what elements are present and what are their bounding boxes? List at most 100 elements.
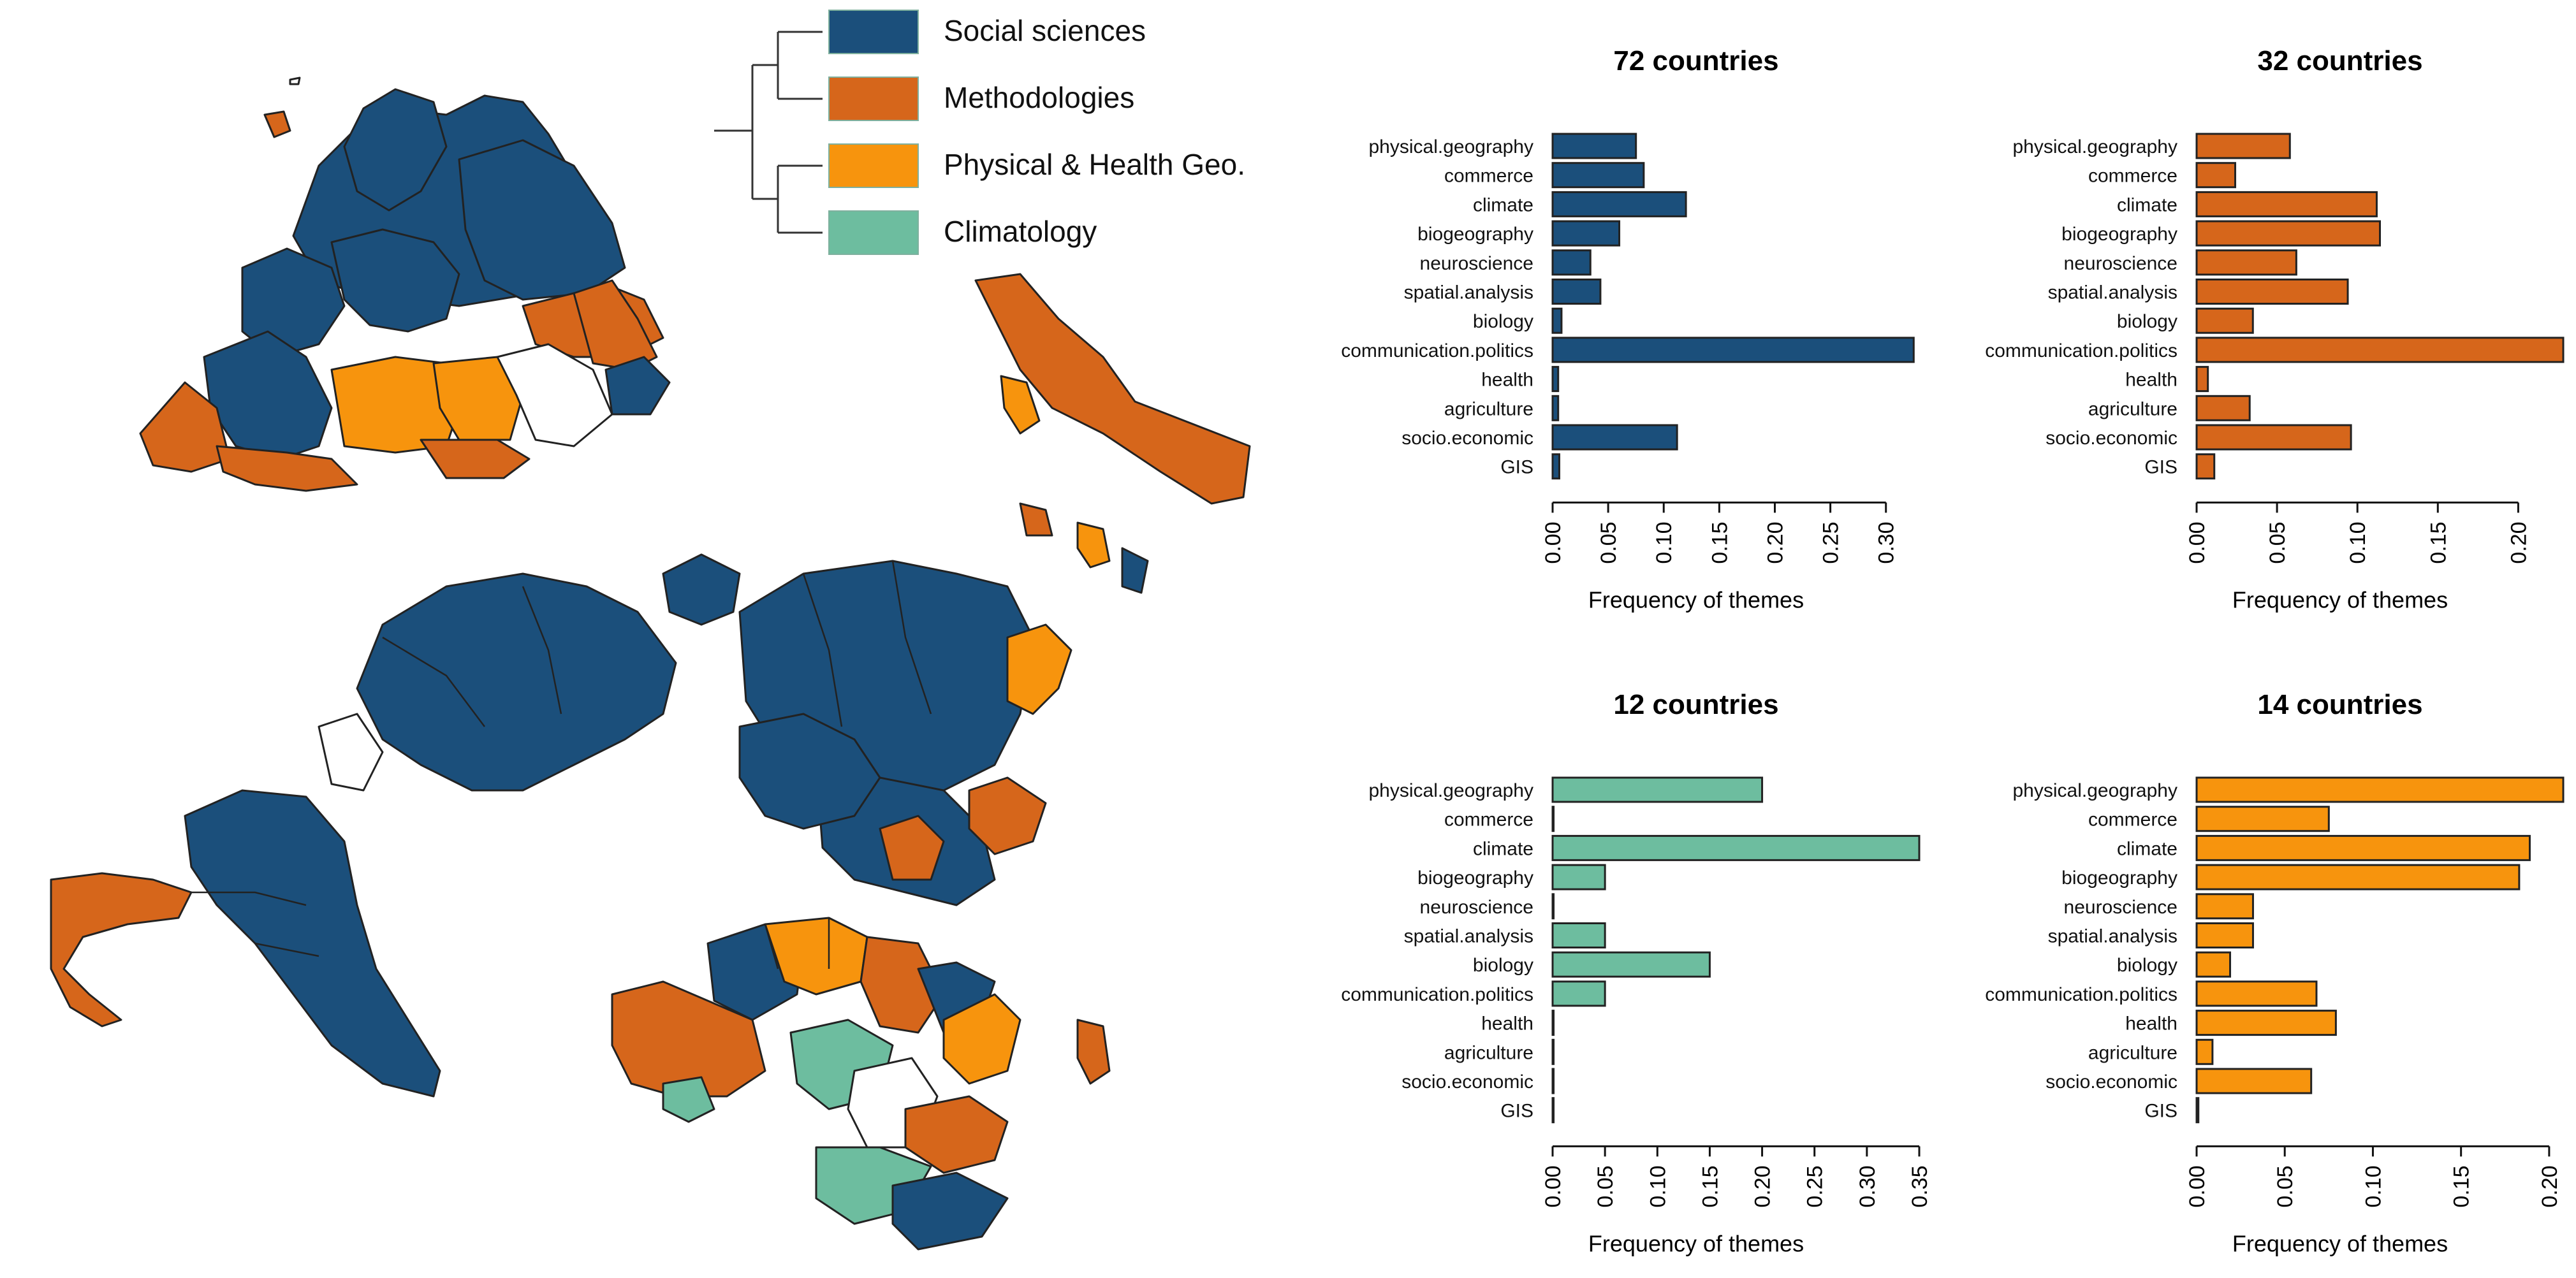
x-tick-label: 0.05	[1597, 521, 1621, 563]
world-map	[50, 273, 1251, 1251]
category-label: commerce	[2088, 810, 2177, 831]
map-region-indonesia-c	[1121, 547, 1149, 594]
bar	[1551, 366, 1560, 393]
bar	[1551, 307, 1563, 334]
category-label: communication.politics	[1341, 984, 1533, 1005]
category-label: health	[1481, 1013, 1533, 1035]
category-label: GIS	[2144, 1101, 2177, 1122]
category-label: neuroscience	[1420, 897, 1533, 918]
category-label: climate	[1473, 838, 1533, 859]
bar-chart-4: 14 countries physical.geography commerce cl…	[1985, 689, 2565, 1256]
category-label: neuroscience	[2064, 253, 2177, 274]
x-axis-label: Frequency of themes	[1588, 586, 1804, 613]
category-label: agriculture	[2088, 398, 2177, 419]
map-region-europe-main	[738, 713, 881, 830]
x-tick-label: 0.20	[2538, 1165, 2562, 1207]
legend-graphic: Social sciences Methodologies Physical & H…	[714, 10, 1245, 255]
bar	[2195, 806, 2330, 832]
map-region-papua	[1000, 375, 1041, 435]
category-label: biogeography	[1417, 224, 1533, 245]
map-region-russia-west	[458, 139, 626, 301]
choropleth-map-panel	[50, 76, 1251, 1251]
bar-chart-2: 32 countries physical.geography commerce cl…	[1985, 45, 2565, 613]
bar	[2195, 279, 2349, 305]
bar	[2195, 1097, 2200, 1124]
legend-items: Social sciences Methodologies Physical & H…	[828, 10, 1245, 255]
category-label: neuroscience	[1420, 253, 1533, 274]
x-axis-label: Frequency of themes	[1588, 1230, 1804, 1256]
map-region-caucasus	[879, 815, 945, 881]
chart-title: 72 countries	[1613, 45, 1778, 76]
bar	[1551, 1097, 1555, 1124]
map-region-indonesia-b	[1019, 502, 1053, 537]
x-tick-label: 0.20	[1763, 521, 1787, 563]
map-region-central-america	[318, 713, 384, 792]
map-region-central-europe	[330, 228, 460, 333]
bar	[2195, 893, 2254, 920]
x-tick-label: 0.00	[1541, 1165, 1565, 1207]
map-region-iceland	[289, 76, 301, 85]
x-tick-label: 0.00	[2185, 1165, 2209, 1207]
map-region-greenland	[662, 553, 741, 626]
bar	[2195, 366, 2209, 393]
category-label: physical.geography	[1368, 136, 1533, 157]
bar-chart-1: 72 countries physical.geography commerce cl…	[1341, 45, 1915, 613]
category-label: communication.politics	[1985, 340, 2177, 361]
bar	[2195, 249, 2297, 276]
bar	[2195, 307, 2254, 334]
category-label: spatial.analysis	[2048, 282, 2177, 303]
map-region-madagascar	[1076, 1019, 1111, 1085]
bar	[2195, 453, 2216, 480]
x-axis-label: Frequency of themes	[2232, 586, 2448, 613]
legend-label: Climatology	[944, 215, 1097, 248]
category-label: climate	[2117, 194, 2177, 215]
bar	[2195, 424, 2352, 451]
map-region-sahel-east	[420, 439, 531, 479]
bar	[2195, 1068, 2313, 1094]
category-label: communication.politics	[1341, 340, 1533, 361]
bar	[1551, 191, 1687, 217]
x-tick-label: 0.25	[1819, 521, 1843, 563]
category-label: biology	[2117, 311, 2177, 332]
category-label: physical.geography	[1368, 780, 1533, 801]
map-region-gulf-east	[604, 356, 671, 416]
bar	[2195, 162, 2237, 189]
bar	[2195, 980, 2318, 1007]
legend: Social sciences Methodologies Physical & H…	[676, 0, 1301, 268]
category-label: communication.politics	[1985, 984, 2177, 1005]
category-label: health	[2125, 1013, 2177, 1035]
x-tick-label: 0.15	[1698, 1165, 1722, 1207]
bar	[1551, 834, 1921, 861]
bar	[1551, 1068, 1555, 1094]
x-tick-label: 0.30	[1855, 1165, 1880, 1207]
map-region-indonesia-a	[1076, 521, 1111, 569]
map-region-australia	[974, 273, 1251, 505]
bar	[1551, 337, 1915, 363]
bar	[2195, 337, 2565, 363]
bar	[2195, 133, 2291, 159]
bar	[2195, 220, 2381, 247]
x-tick-label: 0.00	[1541, 521, 1565, 563]
bar	[1551, 133, 1637, 159]
x-tick-label: 0.20	[2506, 521, 2531, 563]
category-label: biology	[2117, 955, 2177, 976]
category-label: commerce	[1444, 810, 1533, 831]
legend-label: Physical & Health Geo.	[944, 148, 1245, 181]
map-region-east-africa-b	[942, 993, 1021, 1085]
category-label: physical.geography	[2012, 780, 2177, 801]
category-label: socio.economic	[2045, 428, 2177, 449]
bar	[1551, 806, 1555, 832]
x-tick-label: 0.10	[2346, 521, 2370, 563]
x-tick-label: 0.30	[1875, 521, 1899, 563]
bar-chart-panels: 72 countries physical.geography commerce cl…	[1341, 45, 2565, 1256]
category-label: spatial.analysis	[2048, 926, 2177, 947]
category-label: climate	[2117, 838, 2177, 859]
legend-swatch	[828, 143, 919, 188]
map-region-sahel-central	[216, 445, 358, 492]
bar	[1551, 951, 1711, 978]
map-region-southern-africa-a	[904, 1095, 1009, 1174]
x-tick-label: 0.15	[2450, 1165, 2474, 1207]
x-tick-label: 0.15	[2426, 521, 2450, 563]
x-axis-label: Frequency of themes	[2232, 1230, 2448, 1256]
legend-label: Social sciences	[944, 14, 1146, 47]
